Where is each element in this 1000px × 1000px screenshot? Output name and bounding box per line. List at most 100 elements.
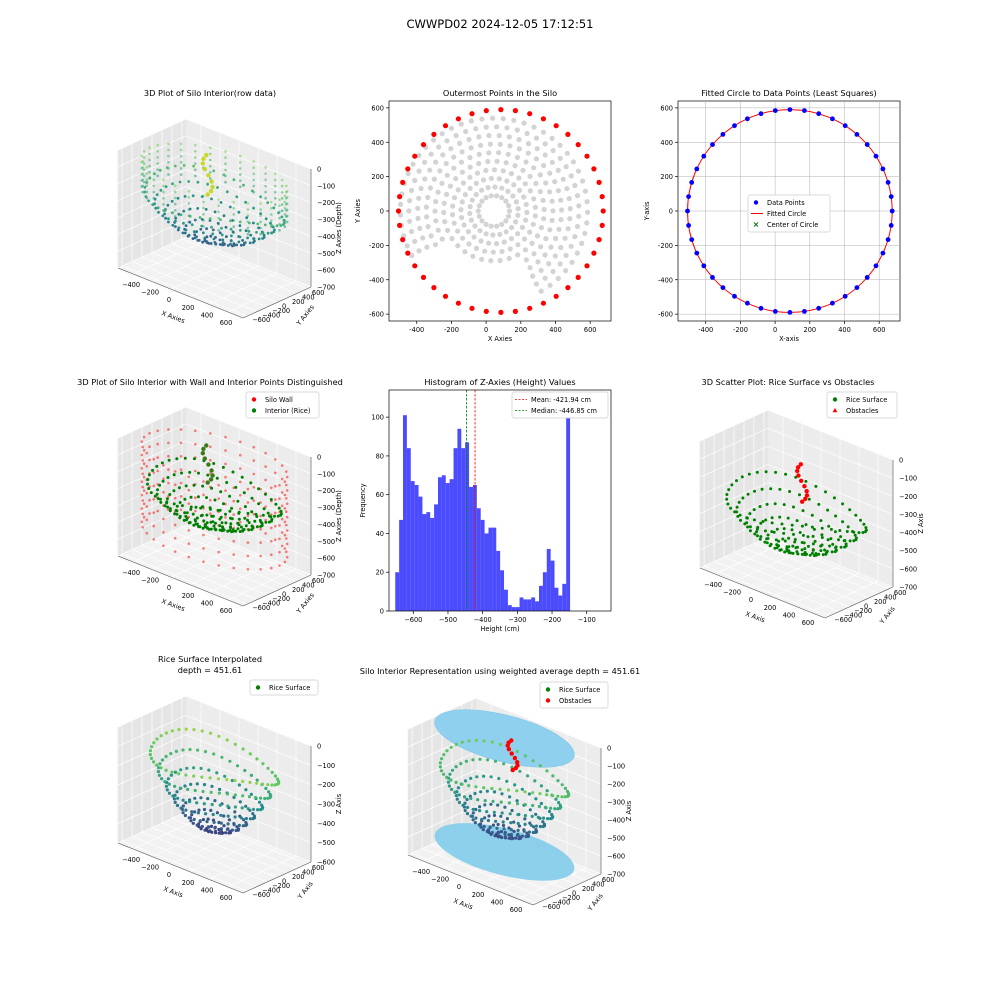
surface-point bbox=[531, 791, 535, 795]
obstacle-point bbox=[515, 760, 520, 765]
surface-point bbox=[233, 778, 237, 783]
wall-point bbox=[209, 458, 212, 462]
surface-point bbox=[502, 762, 506, 766]
axis-gridline bbox=[117, 474, 187, 506]
surface-point bbox=[251, 525, 254, 528]
x-tick-label: −200 bbox=[141, 864, 159, 872]
wall-point bbox=[167, 441, 170, 445]
surface-point bbox=[200, 195, 204, 199]
inner-point bbox=[408, 187, 415, 193]
surface-point bbox=[233, 805, 237, 809]
wall-point bbox=[224, 516, 227, 519]
surface-point bbox=[166, 203, 170, 207]
y-tick-label: 0 bbox=[864, 603, 868, 611]
axis-gridline bbox=[117, 490, 187, 523]
surface-point bbox=[198, 819, 202, 823]
inner-point bbox=[405, 171, 411, 177]
surface-point bbox=[170, 199, 174, 203]
surface-point bbox=[272, 206, 276, 210]
x-tick-label: 200 bbox=[804, 326, 817, 334]
wall-point bbox=[142, 150, 146, 153]
surface-point bbox=[221, 525, 224, 529]
obstacle-point bbox=[206, 462, 211, 467]
surface-point bbox=[522, 829, 526, 833]
plot-frame bbox=[388, 389, 612, 612]
surface-point bbox=[505, 779, 509, 783]
panel-title: Outermost Points in the Silo bbox=[443, 88, 557, 98]
surface-point bbox=[500, 792, 504, 796]
surface-point bbox=[448, 772, 452, 776]
surface-point bbox=[505, 817, 509, 821]
surface-point bbox=[450, 787, 454, 792]
wall-point bbox=[187, 555, 191, 559]
wall-point bbox=[274, 538, 277, 541]
surface-point bbox=[798, 493, 801, 497]
panel-3d-wall-interior: 3D Plot of Silo Interior with Wall and I… bbox=[77, 377, 343, 616]
inner-point bbox=[507, 143, 513, 149]
histogram-bar bbox=[434, 504, 438, 611]
inner-point bbox=[524, 130, 530, 137]
y-axis-label: Frequency bbox=[359, 483, 367, 517]
surface-point bbox=[536, 815, 540, 819]
wall-point bbox=[238, 507, 242, 511]
inner-point bbox=[441, 200, 447, 206]
inner-point bbox=[541, 216, 547, 222]
axis-gridline bbox=[699, 464, 769, 496]
surface-point bbox=[803, 551, 807, 554]
surface-point bbox=[241, 794, 245, 798]
surface-point bbox=[259, 808, 263, 812]
surface-point bbox=[205, 526, 209, 530]
wall-point bbox=[179, 167, 183, 170]
surface-point bbox=[198, 525, 202, 529]
inner-point bbox=[455, 243, 461, 249]
surface-point bbox=[551, 774, 555, 778]
wall-point bbox=[259, 226, 262, 230]
surface-point bbox=[545, 769, 549, 773]
inner-point bbox=[546, 261, 552, 267]
axis-gridline bbox=[121, 840, 248, 892]
inner-point bbox=[492, 184, 498, 190]
inner-point bbox=[506, 208, 513, 214]
wall-point bbox=[194, 150, 197, 153]
z-tick-label: −700 bbox=[317, 284, 335, 292]
y-tick-label: 0 bbox=[572, 890, 576, 898]
inner-point bbox=[547, 189, 553, 195]
wall-point bbox=[224, 162, 227, 165]
surface-point bbox=[810, 525, 814, 529]
surface-point bbox=[230, 778, 234, 783]
surface-point bbox=[172, 502, 176, 506]
wall-point bbox=[209, 445, 212, 449]
wall-point bbox=[270, 553, 273, 556]
inner-point bbox=[563, 164, 569, 170]
surface-point bbox=[212, 752, 216, 756]
surface-point bbox=[188, 214, 192, 218]
inner-point bbox=[397, 212, 403, 218]
axis-gridline bbox=[475, 697, 602, 749]
wall-point bbox=[142, 156, 146, 159]
surface-point bbox=[556, 794, 560, 798]
x-tick-label: −200 bbox=[431, 876, 449, 884]
panel-fitted-circle: Fitted Circle to Data Points (Least Squa… bbox=[643, 88, 901, 343]
surface-point bbox=[538, 764, 542, 768]
surface-point bbox=[785, 545, 789, 549]
surface-point bbox=[499, 814, 503, 818]
surface-point bbox=[486, 818, 490, 823]
inner-point bbox=[467, 204, 473, 210]
histogram-bar bbox=[507, 605, 512, 611]
surface-point bbox=[471, 758, 475, 762]
surface-point bbox=[553, 807, 557, 811]
surface-point bbox=[229, 239, 233, 243]
surface-point bbox=[447, 784, 451, 788]
inner-point bbox=[562, 235, 568, 241]
wall-point bbox=[224, 435, 227, 439]
surface-point bbox=[203, 236, 207, 240]
surface-point bbox=[244, 200, 248, 204]
surface-point bbox=[225, 235, 228, 239]
surface-point bbox=[246, 518, 249, 522]
surface-point bbox=[545, 793, 549, 797]
wall-point bbox=[142, 502, 146, 506]
surface-point bbox=[183, 511, 187, 515]
surface-point bbox=[496, 822, 500, 827]
wall-point bbox=[283, 560, 287, 564]
surface-point bbox=[512, 820, 516, 824]
